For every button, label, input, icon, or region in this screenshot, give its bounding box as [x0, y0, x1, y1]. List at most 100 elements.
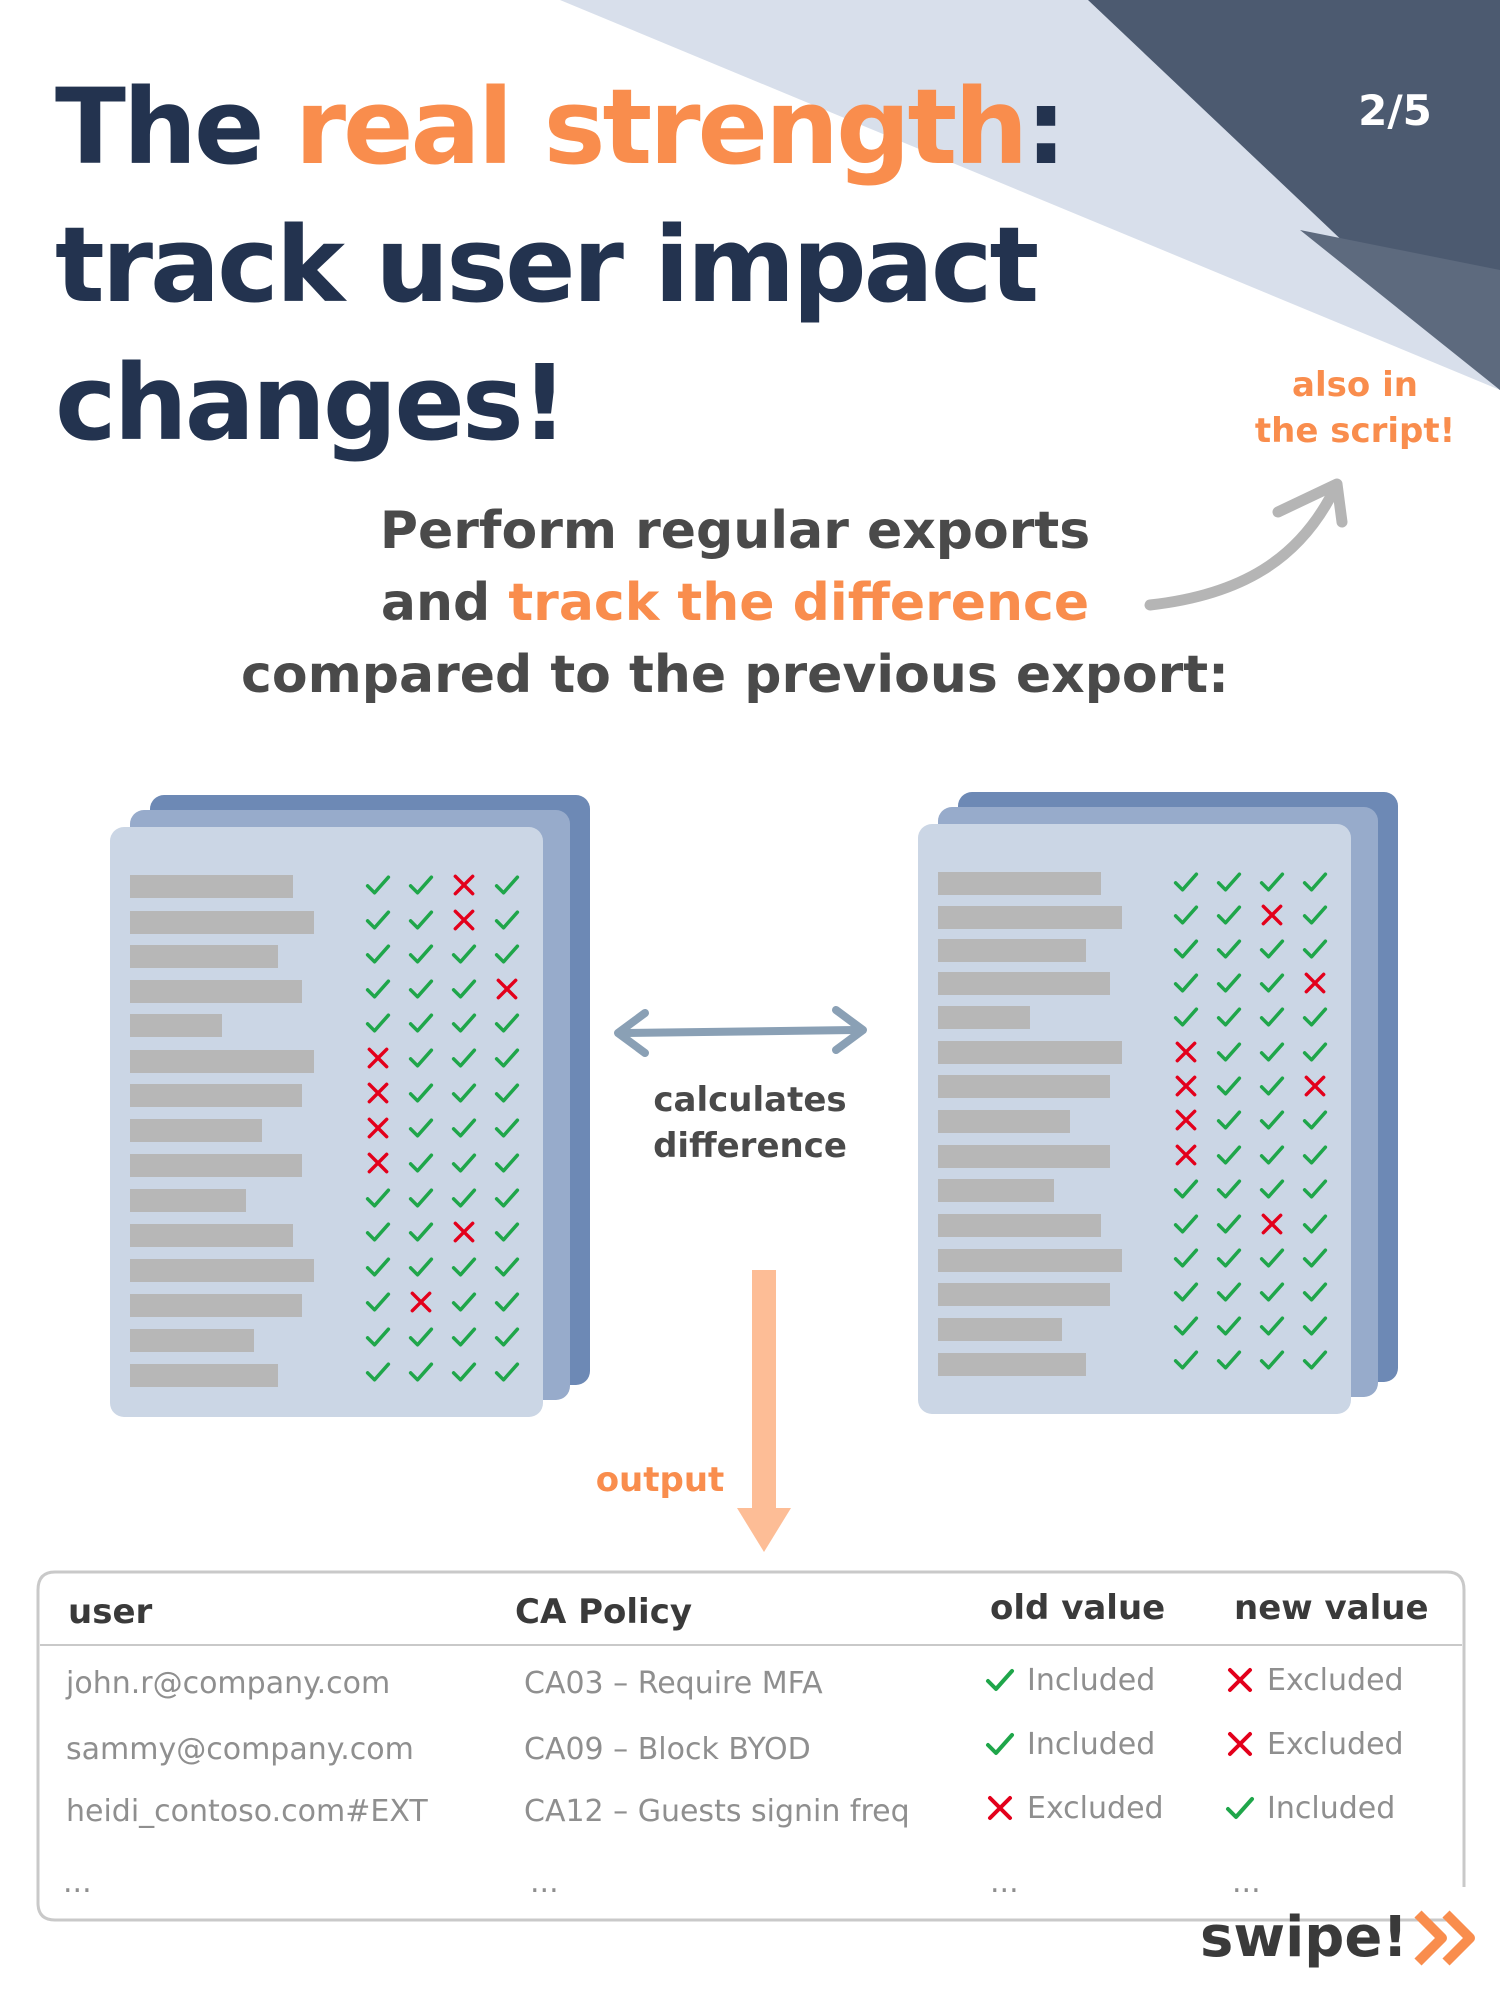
check-icon	[451, 1048, 477, 1068]
check-icon	[1173, 905, 1199, 925]
check-icon	[1259, 1282, 1285, 1302]
swipe-label[interactable]: swipe!	[1200, 1905, 1408, 1970]
check-icon	[1259, 1007, 1285, 1027]
check-icon	[1302, 905, 1328, 925]
check-icon	[1216, 1316, 1242, 1336]
column-header-new-value: new value	[1234, 1588, 1429, 1628]
double-chevron-right-icon[interactable]	[1412, 1906, 1482, 1970]
new-export-document	[918, 792, 1398, 1432]
cross-icon	[367, 1117, 389, 1139]
cross-icon	[453, 1221, 475, 1243]
check-icon	[1216, 1145, 1242, 1165]
check-icon	[1302, 1042, 1328, 1062]
placeholder-bar	[130, 1119, 262, 1142]
placeholder-bar	[938, 1041, 1122, 1064]
check-icon	[451, 1118, 477, 1138]
check-icon	[1216, 939, 1242, 959]
check-icon	[1259, 1076, 1285, 1096]
placeholder-bar	[130, 1329, 254, 1352]
check-icon	[1216, 1282, 1242, 1302]
check-icon	[451, 1083, 477, 1103]
check-icon	[451, 944, 477, 964]
check-icon	[1216, 1214, 1242, 1234]
check-icon	[408, 1153, 434, 1173]
check-icon	[1259, 1145, 1285, 1165]
placeholder-bar	[938, 1110, 1070, 1133]
table-cell-old-value-text: Included	[1027, 1663, 1156, 1698]
placeholder-bar	[938, 1283, 1110, 1306]
check-icon	[365, 1327, 391, 1347]
double-arrow-icon	[614, 1006, 867, 1057]
check-icon	[408, 1327, 434, 1347]
placeholder-bar	[938, 1214, 1101, 1237]
check-icon	[986, 1733, 1014, 1755]
table-cell-user: heidi_contoso.com#EXT	[66, 1794, 428, 1829]
column-header-ca-policy: CA Policy	[515, 1592, 693, 1632]
check-icon	[451, 1362, 477, 1382]
check-icon	[986, 1669, 1014, 1691]
table-cell-policy: CA12 – Guests signin freq	[524, 1794, 910, 1829]
cross-icon	[1175, 1144, 1197, 1166]
table-cell-user: john.r@company.com	[66, 1666, 391, 1701]
check-icon	[408, 979, 434, 999]
placeholder-bar	[130, 1189, 246, 1212]
check-icon	[1302, 1282, 1328, 1302]
check-icon	[1173, 1282, 1199, 1302]
cross-icon	[367, 1082, 389, 1104]
cross-icon	[1175, 1075, 1197, 1097]
check-icon	[494, 1153, 520, 1173]
check-icon	[1173, 872, 1199, 892]
table-cell-old-value-text: Excluded	[1027, 1791, 1164, 1826]
check-icon	[494, 1222, 520, 1242]
column-header-old-value: old value	[990, 1588, 1166, 1628]
cross-icon	[1228, 1732, 1252, 1756]
side-note: also in the script!	[1254, 365, 1456, 451]
check-icon	[1302, 1110, 1328, 1130]
check-icon	[365, 1013, 391, 1033]
placeholder-bar	[130, 911, 314, 934]
check-icon	[494, 910, 520, 930]
cross-icon	[1261, 904, 1283, 926]
check-icon	[1259, 1110, 1285, 1130]
check-icon	[494, 1362, 520, 1382]
placeholder-bar	[938, 1145, 1110, 1168]
sheet-front	[110, 827, 543, 1417]
check-icon	[408, 1118, 434, 1138]
check-icon	[365, 1188, 391, 1208]
check-icon	[1216, 872, 1242, 892]
check-icon	[1216, 1007, 1242, 1027]
cross-icon	[496, 978, 518, 1000]
check-icon	[1216, 1042, 1242, 1062]
placeholder-bar	[130, 1364, 278, 1387]
cross-icon	[1304, 972, 1326, 994]
placeholder-bar	[130, 1084, 302, 1107]
check-icon	[451, 1013, 477, 1033]
check-icon	[408, 1048, 434, 1068]
check-icon	[451, 979, 477, 999]
table-cell-new-value: Included	[1225, 1791, 1395, 1826]
check-icon	[1259, 1316, 1285, 1336]
check-icon	[494, 1257, 520, 1277]
ellipsis: ...	[63, 1865, 92, 1900]
placeholder-bar	[938, 1353, 1086, 1376]
table-cell-old-value: Included	[985, 1727, 1155, 1762]
check-icon	[494, 944, 520, 964]
sheet-front	[918, 824, 1351, 1414]
cross-icon	[1175, 1041, 1197, 1063]
check-icon	[408, 1257, 434, 1277]
placeholder-bar	[938, 1318, 1062, 1341]
check-icon	[408, 1222, 434, 1242]
check-icon	[1216, 1350, 1242, 1370]
check-icon	[408, 1083, 434, 1103]
check-icon	[1302, 872, 1328, 892]
check-icon	[408, 1362, 434, 1382]
table-cell-new-value-text: Included	[1267, 1791, 1396, 1826]
column-header-user: user	[68, 1592, 153, 1632]
table-cell-old-value-text: Included	[1027, 1727, 1156, 1762]
check-icon	[1259, 1179, 1285, 1199]
ellipsis: ...	[990, 1865, 1019, 1900]
placeholder-bar	[130, 1014, 222, 1037]
check-icon	[494, 1083, 520, 1103]
table-cell-new-value: Excluded	[1225, 1663, 1404, 1698]
check-icon	[1173, 1248, 1199, 1268]
